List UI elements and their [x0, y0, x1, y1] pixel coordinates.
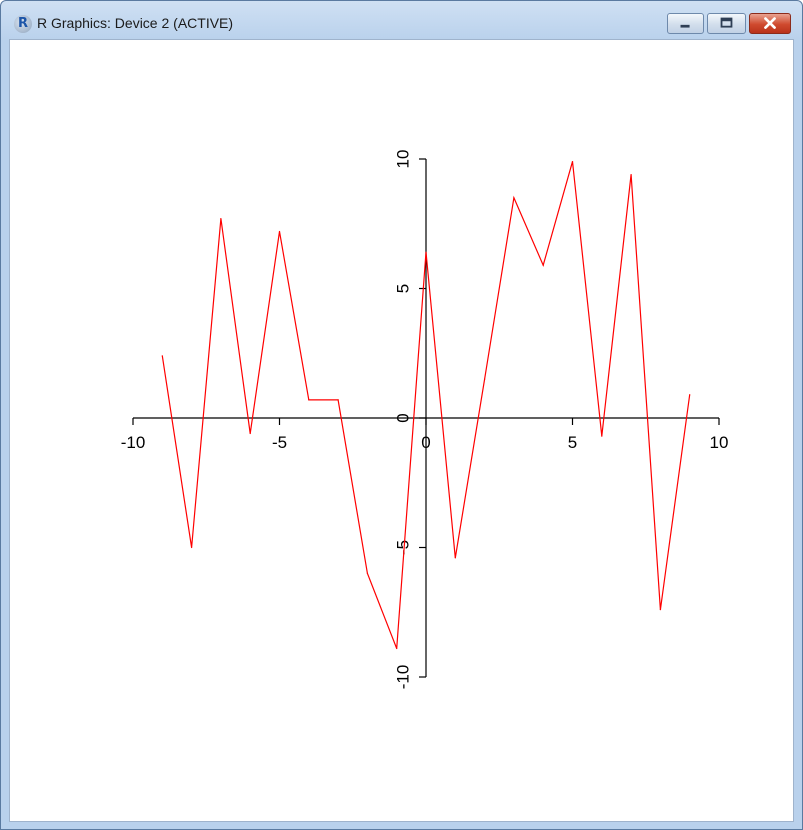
- data-point: [366, 572, 368, 575]
- data-point: [454, 557, 456, 559]
- plot-area: -10 -5 0 5 10 -10 -5 0 5 10: [9, 39, 794, 822]
- data-point: [659, 609, 662, 611]
- data-point: [513, 197, 515, 199]
- y-tick-label: 5: [394, 284, 413, 293]
- data-point: [396, 647, 398, 650]
- y-tick-label: -10: [394, 665, 413, 690]
- close-icon: [764, 17, 776, 29]
- data-point: [278, 230, 281, 233]
- r-logo-icon[interactable]: R: [14, 15, 32, 33]
- data-point: [630, 173, 632, 176]
- title-bar[interactable]: R R Graphics: Device 2 (ACTIVE): [1, 1, 802, 39]
- data-point: [571, 160, 574, 163]
- x-tick-label: 10: [710, 433, 729, 452]
- close-button[interactable]: [749, 13, 791, 34]
- maximize-button[interactable]: [707, 13, 746, 34]
- window-title: R Graphics: Device 2 (ACTIVE): [37, 15, 234, 31]
- data-point: [220, 217, 222, 220]
- data-point: [337, 399, 339, 401]
- data-point: [542, 264, 544, 266]
- y-tick-label: -5: [394, 540, 413, 555]
- x-tick-label: -10: [121, 433, 146, 452]
- data-point: [484, 378, 486, 380]
- y-tick-label: 10: [394, 150, 413, 169]
- y-tick-label: 0: [394, 413, 413, 422]
- data-point: [191, 546, 193, 549]
- line-chart: -10 -5 0 5 10 -10 -5 0 5 10: [121, 150, 729, 690]
- maximize-icon: [720, 17, 733, 28]
- data-point: [249, 432, 251, 435]
- series-group: [161, 160, 691, 650]
- minimize-icon: [680, 24, 690, 28]
- y-axis: -10 -5 0 5 10: [394, 150, 427, 690]
- data-point: [601, 435, 603, 437]
- x-tick-label: 5: [568, 433, 577, 452]
- data-point: [161, 355, 163, 357]
- x-tick-label: -5: [272, 433, 287, 452]
- minimize-button[interactable]: [667, 13, 704, 34]
- data-point: [425, 251, 427, 253]
- data-point: [689, 394, 691, 396]
- data-point: [308, 399, 310, 401]
